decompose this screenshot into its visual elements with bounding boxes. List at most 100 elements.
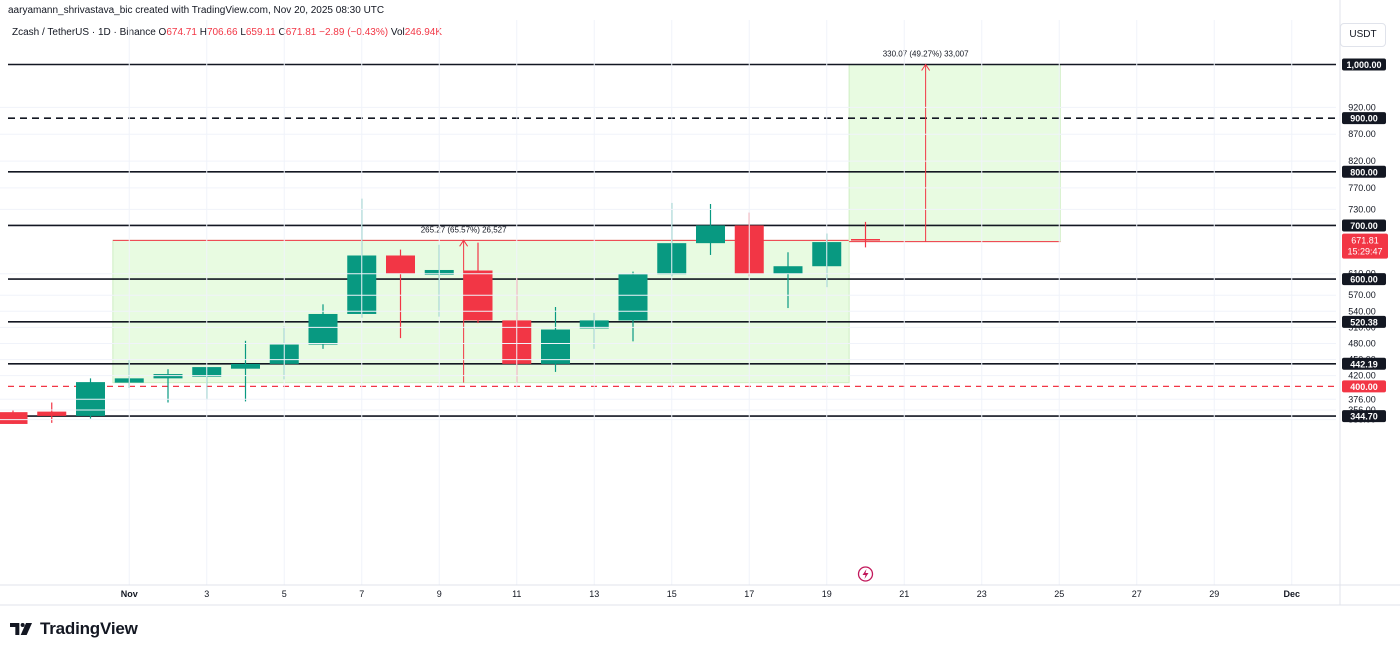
- candle: [308, 304, 338, 349]
- candle: [386, 249, 415, 339]
- level-label-bg: [1342, 380, 1386, 393]
- y-tick-label: 920.00: [1348, 102, 1376, 112]
- tradingview-brand[interactable]: TradingView: [10, 619, 138, 639]
- chart-creator-caption: aaryamann_shrivastava_bic created with T…: [8, 5, 385, 16]
- y-tick-label: 730.00: [1348, 204, 1376, 214]
- x-tick-label: Dec: [1283, 589, 1300, 599]
- candle: [0, 410, 28, 424]
- x-tick-label: 29: [1209, 589, 1219, 599]
- level-label-text: 344.70: [1350, 412, 1378, 422]
- x-tick-label: 5: [282, 589, 287, 599]
- last-price-text: 671.81: [1351, 236, 1379, 246]
- open-value: 674.71: [166, 27, 197, 38]
- price-chart[interactable]: 265.27 (65.57%) 26,527 330.07 (49.27%) 33…: [0, 0, 1400, 610]
- level-price-label: 700.00: [1342, 219, 1386, 232]
- level-price-label: 800.00: [1342, 165, 1386, 178]
- level-label-bg: [1342, 112, 1386, 125]
- high-value: 706.66: [206, 27, 238, 38]
- level-label-bg: [1342, 357, 1386, 370]
- x-tick-label: 25: [1054, 589, 1064, 599]
- y-tick-label: 540.00: [1348, 306, 1376, 316]
- level-price-label: 344.70: [1342, 410, 1386, 423]
- x-tick-label: Nov: [121, 589, 138, 599]
- level-label-text: 800.00: [1350, 167, 1378, 177]
- candle-body: [541, 329, 570, 364]
- level-price-label: 1,000.00: [1342, 58, 1386, 71]
- measure-zone: [848, 64, 1061, 243]
- candle-body: [153, 374, 183, 379]
- level-price-label: 900.00: [1342, 112, 1386, 125]
- y-tick-label: 870.00: [1348, 129, 1376, 139]
- y-tick-label: 376.00: [1348, 394, 1376, 404]
- candle-body: [386, 255, 415, 274]
- last-price-countdown: 15:29:47: [1347, 247, 1382, 257]
- y-tick-label: 480.00: [1348, 338, 1376, 348]
- volume-value: 246.94K: [404, 27, 442, 38]
- level-price-label: 442.19: [1342, 357, 1386, 370]
- candle: [773, 252, 803, 309]
- y-tick-label: 570.00: [1348, 290, 1376, 300]
- candle-body: [231, 363, 260, 369]
- high-label: H: [199, 27, 207, 38]
- symbol-title[interactable]: Zcash / TetherUS · 1D · Binance: [12, 27, 156, 38]
- measure-zones: [112, 64, 1061, 384]
- close-value: 671.81: [285, 27, 317, 38]
- level-label-text: 600.00: [1350, 275, 1378, 285]
- candle: [76, 378, 105, 419]
- level-price-label: 520.38: [1342, 315, 1386, 328]
- measure-label: 265.27 (65.57%) 26,527: [421, 225, 507, 234]
- x-tick-label: 9: [437, 589, 442, 599]
- candle-body: [37, 411, 67, 416]
- lightning-icon: [862, 569, 869, 579]
- axes: 338.00356.00376.00420.00450.00480.00510.…: [0, 0, 1400, 606]
- x-tick-label: 27: [1132, 589, 1142, 599]
- low-label: L: [240, 27, 246, 38]
- x-tick-label: 3: [204, 589, 209, 599]
- level-label-text: 400.00: [1350, 382, 1378, 392]
- low-value: 659.11: [245, 27, 276, 38]
- brand-wordmark: TradingView: [40, 619, 138, 638]
- candle-body: [696, 225, 725, 244]
- level-label-bg: [1342, 165, 1386, 178]
- candle-body: [618, 274, 648, 321]
- level-price-label: 400.00: [1342, 380, 1386, 393]
- x-tick-label: 7: [359, 589, 364, 599]
- event-marker: [857, 566, 874, 582]
- candle-body: [308, 313, 338, 345]
- y-tick-label: 770.00: [1348, 183, 1376, 193]
- measure-arrowhead: [459, 239, 469, 247]
- candle: [696, 203, 725, 255]
- volume-label: Vol: [390, 27, 405, 38]
- level-label-text: 442.19: [1350, 359, 1378, 369]
- level-label-bg: [1342, 273, 1386, 286]
- candle: [618, 271, 648, 342]
- y-tick-label: 420.00: [1348, 371, 1376, 381]
- x-tick-label: 17: [744, 589, 754, 599]
- level-label-bg: [1342, 219, 1386, 232]
- candle: [231, 340, 260, 402]
- x-tick-label: 23: [977, 589, 987, 599]
- level-label-bg: [1342, 410, 1386, 423]
- x-tick-label: 15: [667, 589, 677, 599]
- level-label-bg: [1342, 58, 1386, 71]
- level-label-bg: [1342, 315, 1386, 328]
- candle-body: [0, 412, 28, 424]
- tradingview-logo-icon: [10, 623, 32, 635]
- candle-body: [851, 239, 880, 241]
- measure-arrowhead: [921, 63, 931, 71]
- measure-label: 330.07 (49.27%) 33,007: [883, 50, 969, 59]
- y-tick-label: 356.00: [1348, 405, 1376, 415]
- last-price-bg: [1342, 233, 1388, 259]
- open-label: O: [158, 27, 167, 38]
- candle-body: [773, 266, 803, 274]
- x-tick-label: 19: [822, 589, 832, 599]
- x-tick-label: 13: [589, 589, 599, 599]
- level-label-text: 900.00: [1350, 114, 1378, 124]
- level-price-label: 600.00: [1342, 273, 1386, 286]
- currency-unit-button[interactable]: USDT: [1340, 23, 1386, 47]
- candle: [541, 306, 570, 372]
- close-label: C: [278, 27, 286, 38]
- level-label-text: 520.38: [1350, 317, 1378, 327]
- level-label-text: 1,000.00: [1346, 60, 1381, 70]
- change-value: −2.89 (−0.43%): [319, 27, 389, 38]
